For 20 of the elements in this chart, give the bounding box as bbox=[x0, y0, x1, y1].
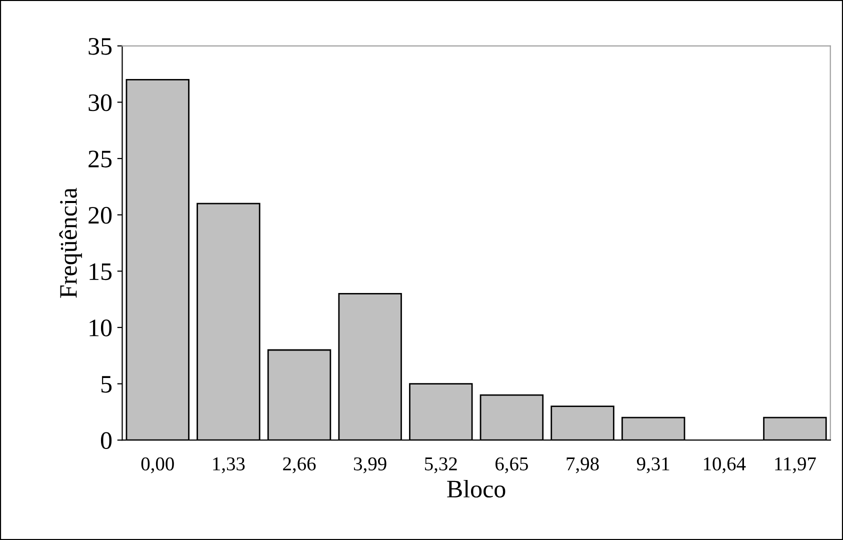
y-tick-label: 0 bbox=[100, 432, 112, 450]
x-tick-label: 6,65 bbox=[496, 457, 528, 474]
x-tick-label: 11,97 bbox=[775, 457, 816, 474]
y-tick-label: 35 bbox=[88, 38, 112, 55]
x-tick-label: 9,31 bbox=[636, 457, 670, 474]
x-axis-title: Bloco bbox=[447, 480, 506, 498]
x-tick-label: 3,99 bbox=[354, 457, 386, 474]
x-tick-label: 10,64 bbox=[704, 457, 746, 474]
y-axis-title: Freqüência bbox=[59, 188, 82, 298]
x-tick-label: 0,00 bbox=[141, 457, 174, 474]
x-tick-label: 7,98 bbox=[566, 457, 599, 474]
y-tick-label: 10 bbox=[90, 320, 112, 336]
y-tick-label: 30 bbox=[88, 94, 112, 112]
x-tick-label: 5,32 bbox=[425, 457, 457, 474]
y-tick-label: 5 bbox=[101, 376, 112, 393]
y-tick-label: 25 bbox=[88, 150, 112, 168]
y-tick-label: 20 bbox=[88, 206, 112, 224]
y-tick-label: 15 bbox=[90, 263, 112, 280]
x-tick-label: 1,33 bbox=[213, 457, 245, 474]
x-tick-label: 2,66 bbox=[283, 457, 316, 474]
